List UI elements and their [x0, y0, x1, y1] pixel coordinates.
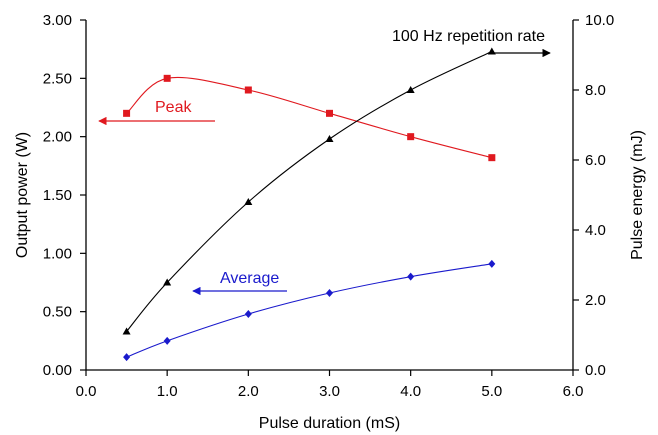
- x-tick-label: 6.0: [563, 383, 584, 400]
- data-point-square: [326, 109, 333, 117]
- x-tick-label: 1.0: [157, 383, 178, 400]
- y2-tick-label: 2.0: [585, 292, 606, 309]
- series-average: [123, 259, 496, 362]
- data-point-diamond: [407, 272, 415, 281]
- series-line: [126, 51, 493, 332]
- y-tick-label: 2.00: [43, 129, 72, 146]
- data-point-diamond: [163, 336, 171, 345]
- series-line: [126, 263, 492, 358]
- annotation-label: Peak: [155, 99, 192, 116]
- x-tick-label: 5.0: [481, 383, 502, 400]
- data-point-diamond: [123, 353, 131, 362]
- data-point-triangle: [406, 86, 415, 93]
- series-line: [126, 76, 492, 159]
- data-point-diamond: [244, 310, 252, 318]
- data-point-square: [244, 86, 252, 94]
- x-tick-label: 0.0: [76, 383, 97, 400]
- y2-tick-label: 4.0: [585, 222, 606, 239]
- y2-axis-title: Pulse energy (mJ): [629, 130, 646, 260]
- annotation-label: Average: [220, 270, 279, 287]
- x-axis-title: Pulse duration (mS): [259, 415, 400, 432]
- data-point-triangle: [325, 135, 334, 142]
- y-tick-label: 1.00: [43, 245, 72, 262]
- y-tick-label: 0.50: [43, 304, 72, 321]
- data-point-square: [488, 154, 496, 162]
- y-tick-label: 0.00: [43, 362, 72, 379]
- x-tick-label: 3.0: [319, 383, 340, 400]
- y2-tick-label: 0.0: [585, 362, 606, 379]
- data-point-square: [123, 109, 131, 117]
- data-point-square: [407, 133, 415, 141]
- data-point-triangle: [244, 198, 253, 205]
- data-point-square: [163, 74, 171, 82]
- series-pulse-energy: [122, 47, 496, 335]
- y2-tick-label: 10.0: [585, 12, 614, 29]
- x-tick-label: 2.0: [238, 383, 259, 400]
- y-axis-title: Output power (W): [14, 132, 31, 258]
- y-tick-label: 3.00: [43, 12, 72, 29]
- data-point-triangle: [122, 327, 131, 335]
- data-point-diamond: [326, 289, 333, 297]
- y-tick-label: 2.50: [43, 70, 72, 87]
- y2-tick-label: 8.0: [585, 82, 606, 99]
- y-tick-label: 1.50: [43, 187, 72, 204]
- series-peak: [123, 74, 496, 162]
- annotation-label: 100 Hz repetition rate: [392, 28, 545, 45]
- y2-tick-label: 6.0: [585, 152, 606, 169]
- data-point-diamond: [488, 259, 496, 268]
- data-point-triangle: [163, 278, 172, 286]
- x-tick-label: 4.0: [400, 383, 421, 400]
